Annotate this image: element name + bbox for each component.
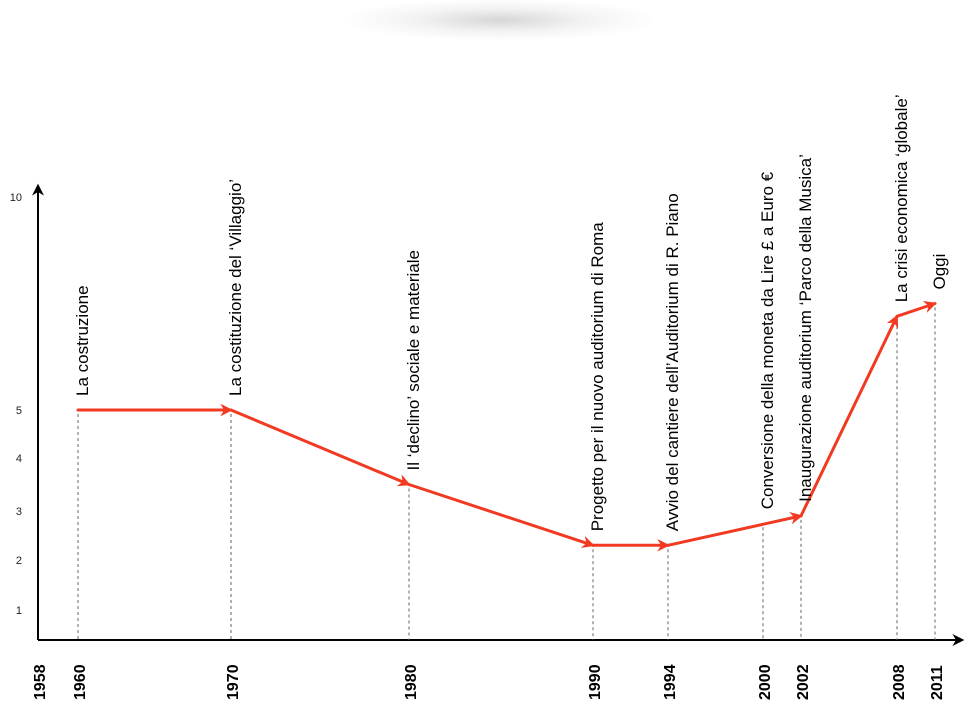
event-label: Avvio del cantiere dell’Auditorium di R.… — [663, 193, 682, 531]
event-label: La costituzione del ‘Villaggio’ — [226, 179, 245, 396]
event-label: La crisi economica ‘globale’ — [892, 94, 911, 302]
event-label: Inaugurazione auditorium ‘Parco della Mu… — [796, 154, 815, 502]
series-segment — [895, 300, 937, 318]
header-glow — [350, 0, 650, 40]
event-label: Progetto per il nuovo auditorium di Roma — [588, 222, 607, 532]
event-label: Il ‘declino’ sociale e materiale — [404, 250, 423, 470]
series-segment — [407, 483, 595, 548]
y-tick-label: 3 — [16, 506, 22, 518]
x-tick-label: 2008 — [891, 664, 908, 700]
series-segment — [666, 512, 803, 547]
x-tick-label: 2011 — [929, 665, 946, 700]
x-tick-label: 1994 — [662, 664, 679, 700]
y-tick-label: 10 — [10, 192, 22, 204]
y-tick-label: 1 — [16, 605, 22, 617]
x-tick-label: 1960 — [72, 664, 89, 700]
event-label: La costruzione — [73, 285, 92, 396]
x-tick-label: 1980 — [403, 664, 420, 700]
event-label: Conversione della moneta da Lire £ a Eur… — [758, 171, 777, 509]
x-tick-label: 1990 — [587, 664, 604, 700]
x-tick-label: 1958 — [32, 664, 49, 700]
series-segment — [229, 408, 411, 487]
x-tick-label: 2002 — [795, 664, 812, 700]
x-tick-label: 2000 — [757, 664, 774, 700]
y-tick-label: 4 — [16, 453, 22, 465]
series-segment — [799, 314, 899, 518]
y-tick-label: 2 — [16, 555, 22, 567]
y-tick-label: 5 — [16, 405, 22, 417]
x-tick-label: 1970 — [225, 664, 242, 700]
event-label: Oggi — [930, 254, 949, 290]
